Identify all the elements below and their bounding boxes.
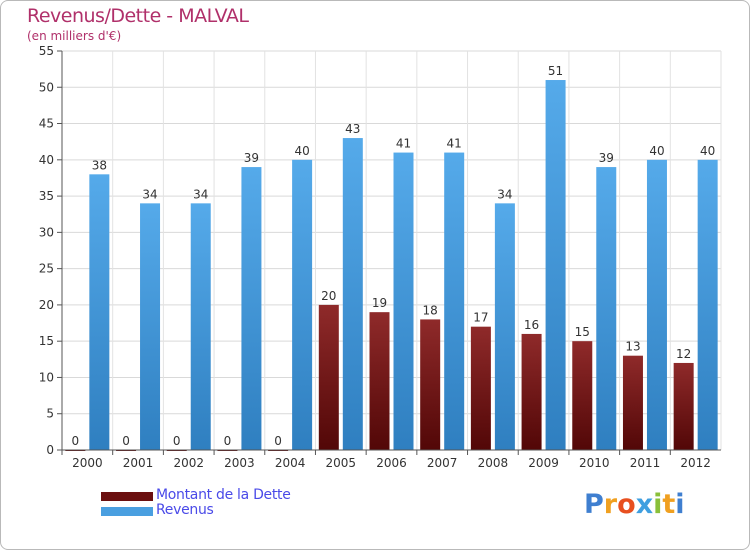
x-tick-label-2009: 2009 xyxy=(528,456,559,470)
chart-subtitle: (en milliers d'€) xyxy=(27,29,122,43)
y-tick-label-55: 55 xyxy=(39,44,54,58)
bar-dette-2006 xyxy=(369,312,390,450)
y-tick-label-40: 40 xyxy=(39,153,54,167)
logo-letter-6: i xyxy=(675,489,685,520)
data-label-dette-2000: 0 xyxy=(72,434,80,448)
x-tick-label-2010: 2010 xyxy=(579,456,610,470)
data-label-dette-2003: 0 xyxy=(224,434,232,448)
y-tick-label-30: 30 xyxy=(39,225,54,239)
data-label-dette-2011: 13 xyxy=(625,340,640,354)
legend-label-dette: Montant de la Dette xyxy=(156,487,291,503)
y-tick-label-15: 15 xyxy=(39,334,54,348)
data-label-dette-2002: 0 xyxy=(173,434,181,448)
data-label-dette-2005: 20 xyxy=(321,289,336,303)
data-label-dette-2001: 0 xyxy=(122,434,130,448)
data-label-dette-2009: 16 xyxy=(524,318,539,332)
logo-letter-4: i xyxy=(653,489,663,520)
x-tick-label-2007: 2007 xyxy=(427,456,458,470)
bar-dette-2008 xyxy=(470,326,491,450)
grid-layer xyxy=(61,50,722,451)
data-label-revenus-2000: 38 xyxy=(92,158,107,172)
y-tick-label-0: 0 xyxy=(46,443,54,457)
x-tick-label-2011: 2011 xyxy=(630,456,661,470)
y-tick-label-45: 45 xyxy=(39,117,54,131)
bar-dette-2012 xyxy=(673,362,694,450)
data-label-revenus-2006: 41 xyxy=(396,137,411,151)
bar-revenus-2011 xyxy=(646,159,667,450)
x-tick-label-2004: 2004 xyxy=(275,456,306,470)
data-label-revenus-2004: 40 xyxy=(294,144,309,158)
bar-revenus-2000 xyxy=(89,174,110,450)
bars-layer xyxy=(65,80,718,451)
data-label-dette-2004: 0 xyxy=(274,434,282,448)
x-tick-label-2003: 2003 xyxy=(224,456,255,470)
data-label-revenus-2005: 43 xyxy=(345,122,360,136)
data-label-revenus-2009: 51 xyxy=(548,64,563,78)
x-tick-label-2005: 2005 xyxy=(326,456,357,470)
bar-dette-2005 xyxy=(318,304,339,450)
bar-dette-2009 xyxy=(521,333,542,450)
bar-revenus-2005 xyxy=(342,138,363,450)
data-label-dette-2007: 18 xyxy=(423,303,438,317)
x-tick-label-2001: 2001 xyxy=(123,456,154,470)
x-tick-label-2000: 2000 xyxy=(72,456,103,470)
legend-label-revenus: Revenus xyxy=(156,502,214,518)
bar-revenus-2002 xyxy=(190,203,211,450)
bar-dette-2011 xyxy=(622,355,643,450)
bar-revenus-2006 xyxy=(393,152,414,450)
data-label-revenus-2008: 34 xyxy=(497,187,512,201)
data-label-revenus-2012: 40 xyxy=(700,144,715,158)
x-tick-label-2008: 2008 xyxy=(478,456,509,470)
data-label-dette-2006: 19 xyxy=(372,296,387,310)
data-label-revenus-2011: 40 xyxy=(649,144,664,158)
data-label-revenus-2003: 39 xyxy=(244,151,259,165)
labels-layer: 0 38 0 34 0 34 0 39 0 40 20 43 19 41 18 41 17 34 16 51 15 39 1… xyxy=(72,64,716,448)
data-label-revenus-2007: 41 xyxy=(447,137,462,151)
bar-dette-2007 xyxy=(420,319,441,450)
y-tick-label-10: 10 xyxy=(39,370,54,384)
y-tick-label-5: 5 xyxy=(46,407,54,421)
logo-letter-3: x xyxy=(635,489,654,520)
chart-title: Revenus/Dette - MALVAL xyxy=(27,5,249,27)
y-tick-label-50: 50 xyxy=(39,80,54,94)
bar-revenus-2004 xyxy=(292,159,313,450)
logo-letter-5: t xyxy=(662,489,676,520)
bar-revenus-2010 xyxy=(596,167,617,450)
data-label-dette-2012: 12 xyxy=(676,347,691,361)
legend-swatch-revenus xyxy=(101,507,153,516)
data-label-revenus-2010: 39 xyxy=(599,151,614,165)
data-label-dette-2010: 15 xyxy=(575,325,590,339)
legend-swatch-dette xyxy=(101,492,153,501)
data-label-revenus-2002: 34 xyxy=(193,187,208,201)
bar-revenus-2009 xyxy=(545,80,566,450)
bar-revenus-2001 xyxy=(140,203,161,450)
y-tick-label-35: 35 xyxy=(39,189,54,203)
bar-revenus-2003 xyxy=(241,167,262,450)
y-tick-label-25: 25 xyxy=(39,262,54,276)
bar-revenus-2012 xyxy=(697,159,718,450)
bar-dette-2010 xyxy=(572,341,593,450)
proxiti-logo: Proxiti xyxy=(584,489,685,520)
x-tick-label-2006: 2006 xyxy=(376,456,407,470)
logo-letter-0: P xyxy=(584,489,604,520)
data-label-dette-2008: 17 xyxy=(473,311,488,325)
data-label-revenus-2001: 34 xyxy=(142,187,157,201)
x-tick-label-2012: 2012 xyxy=(680,456,711,470)
x-tick-label-2002: 2002 xyxy=(173,456,204,470)
bar-revenus-2007 xyxy=(444,152,465,450)
bar-revenus-2008 xyxy=(494,203,515,450)
logo-letter-1: r xyxy=(603,489,618,520)
logo-letter-2: o xyxy=(617,489,636,520)
y-tick-label-20: 20 xyxy=(39,298,54,312)
